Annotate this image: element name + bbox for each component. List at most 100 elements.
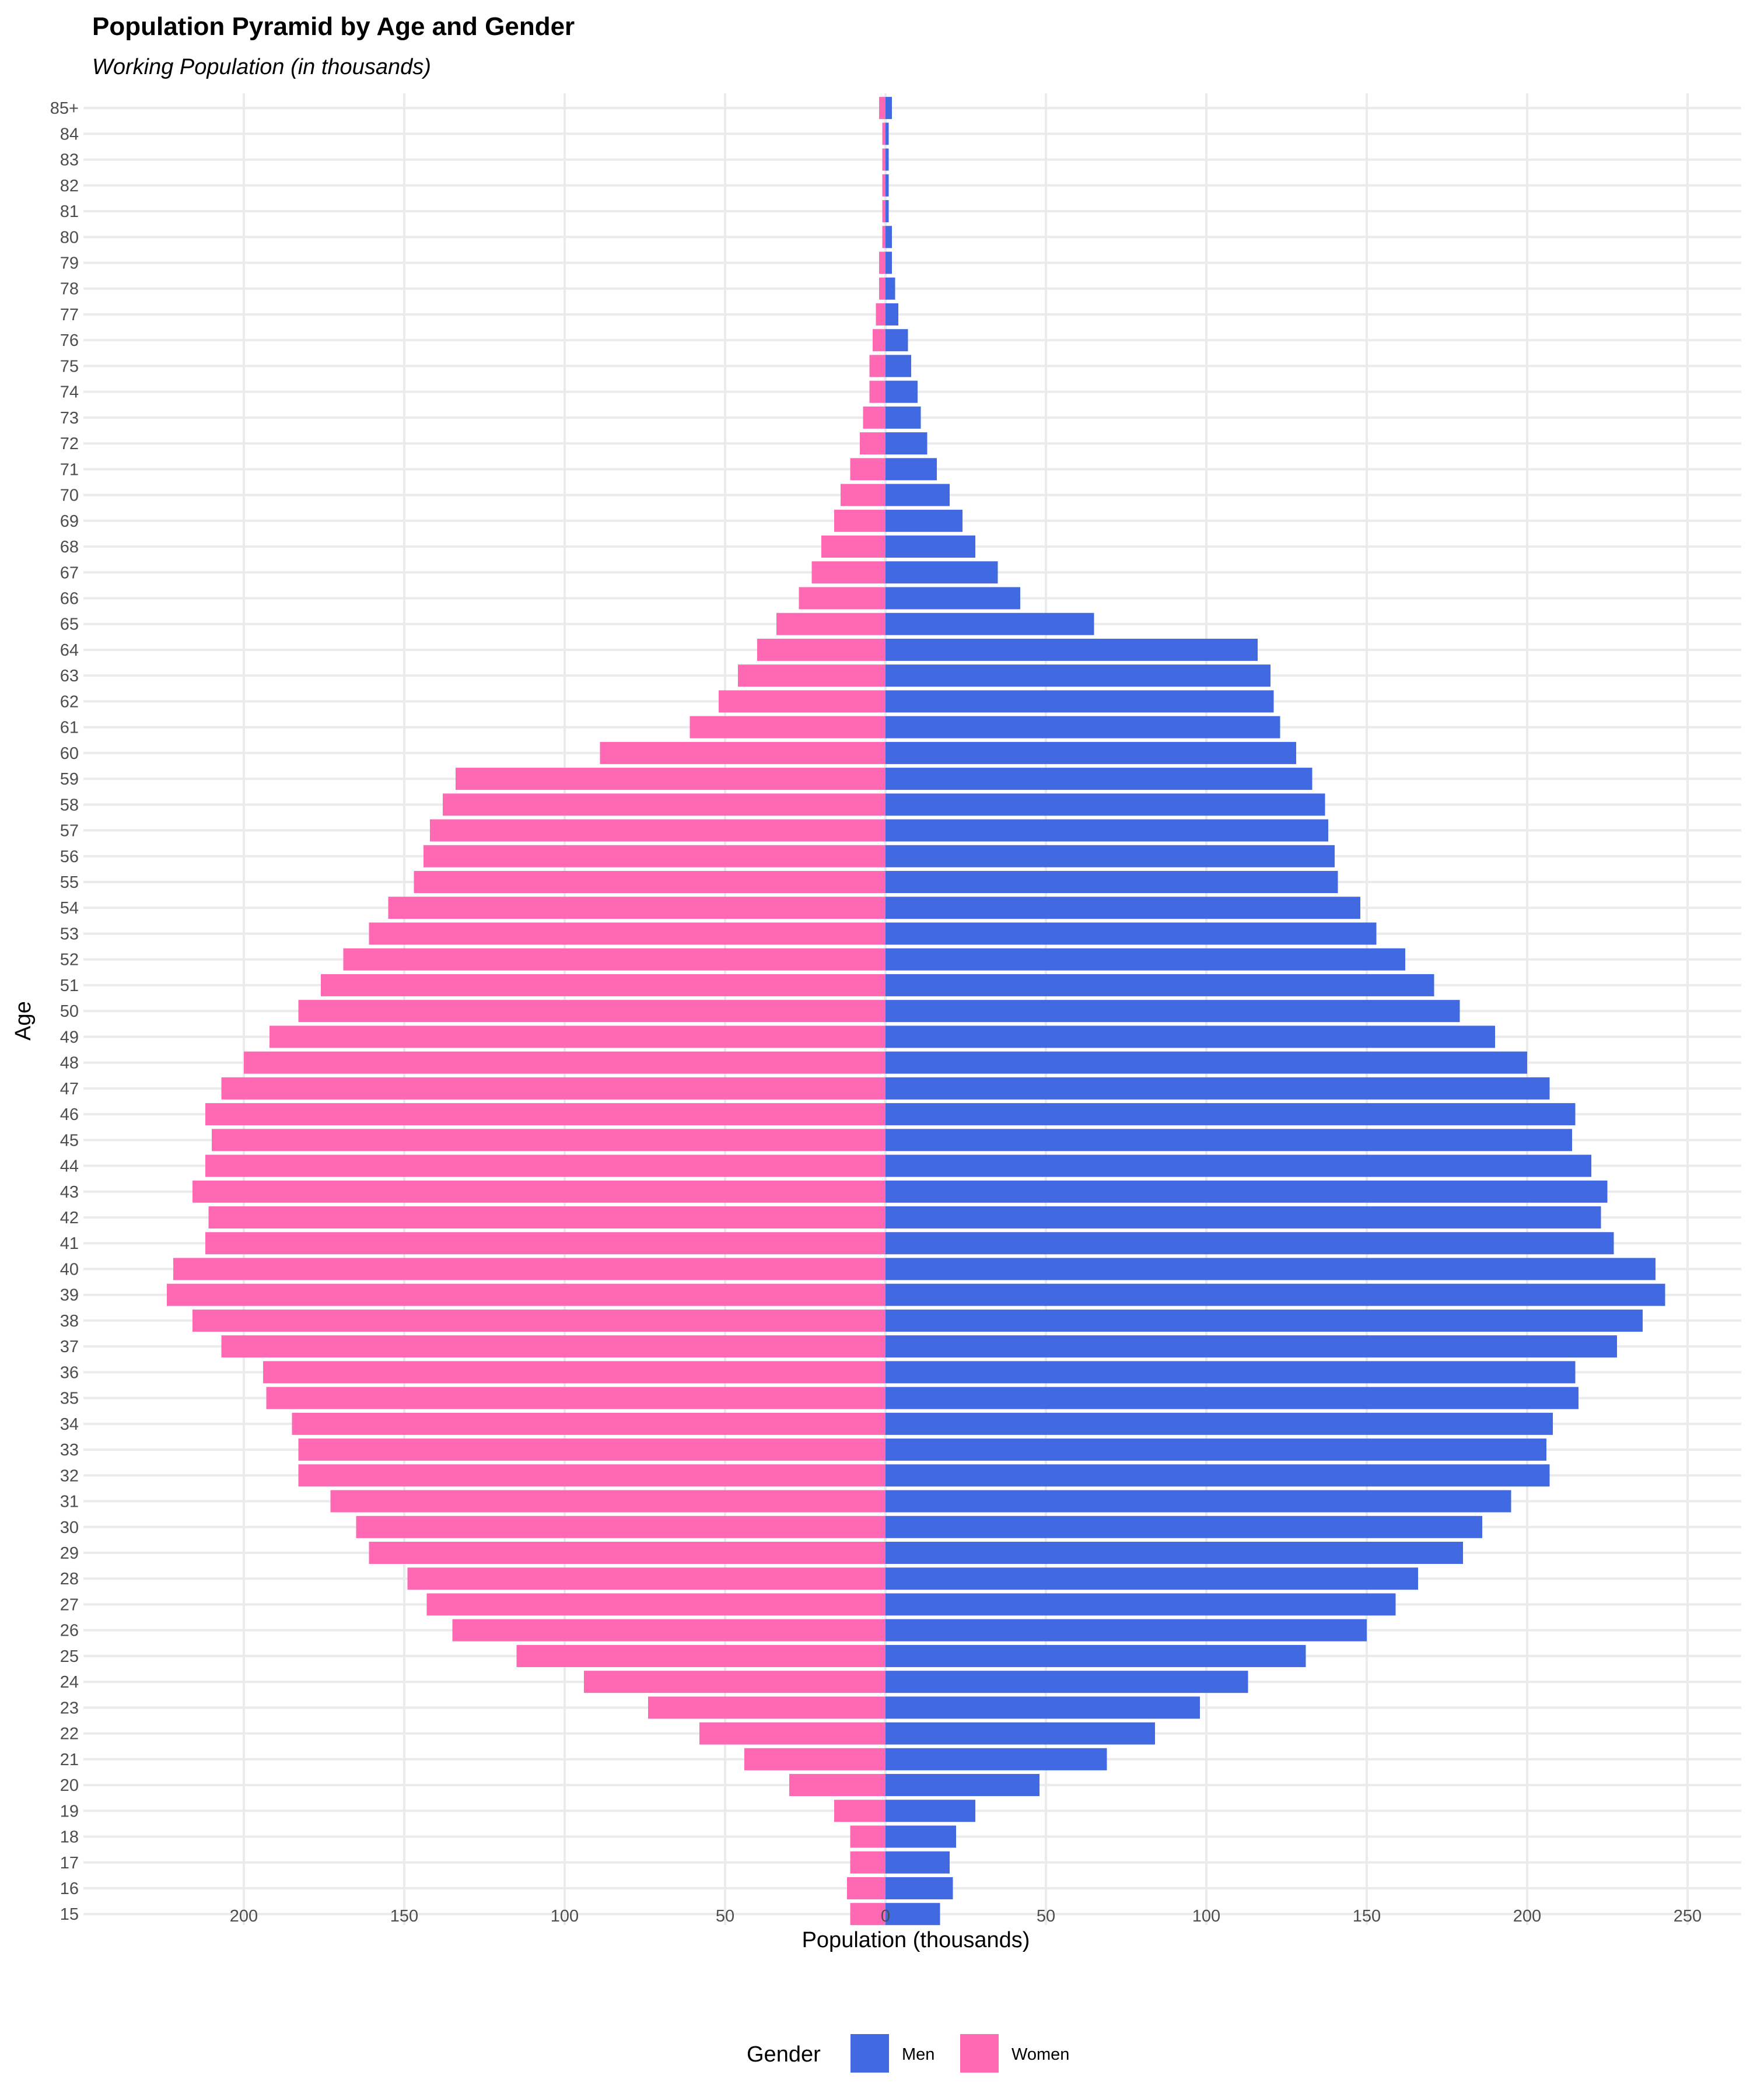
bars: [167, 97, 1665, 1926]
bar-men-age-63: [886, 664, 1270, 687]
y-tick-label: 62: [60, 692, 79, 711]
y-tick-label: 30: [60, 1518, 79, 1537]
x-tick-label: 100: [1192, 1907, 1220, 1926]
y-tick-label: 74: [60, 383, 79, 402]
bar-women-age-48: [244, 1051, 886, 1074]
bar-men-age-77: [886, 303, 898, 326]
y-tick-label: 23: [60, 1699, 79, 1717]
y-tick-label: 77: [60, 306, 79, 324]
x-tick-label: 250: [1674, 1907, 1702, 1926]
y-tick-label: 32: [60, 1466, 79, 1485]
bar-women-age-67: [811, 561, 886, 584]
x-tick-label: 50: [716, 1907, 734, 1926]
y-tick-label: 44: [60, 1157, 79, 1176]
bar-men-age-60: [886, 741, 1296, 764]
bar-women-age-82: [882, 174, 886, 197]
bar-men-age-38: [886, 1309, 1643, 1332]
bar-women-age-40: [173, 1258, 886, 1280]
bar-women-age-27: [426, 1593, 886, 1616]
y-tick-label: 67: [60, 564, 79, 582]
y-tick-label: 75: [60, 357, 79, 376]
bar-men-age-20: [886, 1774, 1040, 1797]
y-tick-label: 45: [60, 1131, 79, 1150]
bar-women-age-70: [841, 484, 886, 506]
y-tick-label: 58: [60, 796, 79, 814]
bar-women-age-22: [699, 1722, 886, 1745]
bar-men-age-46: [886, 1103, 1576, 1126]
x-tick-label: 50: [1037, 1907, 1055, 1926]
bar-women-age-83: [882, 148, 886, 171]
bar-women-age-28: [407, 1567, 886, 1590]
legend-title: Gender: [747, 2042, 821, 2067]
y-tick-label: 38: [60, 1312, 79, 1331]
y-tick-label: 52: [60, 951, 79, 970]
y-tick-label: 57: [60, 822, 79, 841]
bar-men-age-42: [886, 1206, 1601, 1229]
bar-men-age-61: [886, 716, 1280, 738]
y-tick-label: 36: [60, 1363, 79, 1382]
y-tick-label: 63: [60, 667, 79, 685]
bar-women-age-60: [600, 741, 886, 764]
bar-women-age-64: [757, 638, 886, 661]
bar-men-age-24: [886, 1671, 1248, 1693]
bar-men-age-25: [886, 1644, 1306, 1667]
y-tick-label: 79: [60, 254, 79, 272]
bar-men-age-70: [886, 484, 950, 506]
bar-women-age-73: [863, 406, 886, 429]
bar-men-age-33: [886, 1438, 1546, 1461]
y-tick-label: 16: [60, 1880, 79, 1898]
bar-women-age-55: [414, 871, 886, 894]
y-tick-label: 39: [60, 1286, 79, 1305]
bar-men-age-76: [886, 329, 908, 352]
y-tick-label: 76: [60, 331, 79, 350]
y-tick-label: 53: [60, 925, 79, 943]
y-tick-label: 33: [60, 1441, 79, 1460]
x-tick-label: 100: [551, 1907, 579, 1926]
bar-women-age-53: [369, 922, 886, 945]
y-tick-label: 70: [60, 487, 79, 505]
bar-men-age-49: [886, 1026, 1495, 1048]
x-tick-label: 150: [390, 1907, 418, 1926]
y-tick-label: 29: [60, 1544, 79, 1563]
y-axis-ticks: 15 16 17 18 19 20 21 22 23 24 25 26 27 28 29 30 31 32 33 34…: [50, 99, 79, 1924]
bar-women-age-38: [192, 1309, 886, 1332]
y-tick-label: 20: [60, 1776, 79, 1795]
bar-men-age-45: [886, 1129, 1572, 1152]
x-tick-label: 200: [230, 1907, 258, 1926]
bar-men-age-67: [886, 561, 998, 584]
bar-men-age-66: [886, 587, 1020, 610]
bar-women-age-31: [330, 1490, 886, 1513]
chart-subtitle: Working Population (in thousands): [92, 55, 431, 79]
legend: Gender Men Women: [747, 2034, 1069, 2073]
bar-women-age-44: [205, 1154, 886, 1177]
bar-women-age-74: [869, 380, 886, 403]
bar-men-age-56: [886, 845, 1335, 867]
y-tick-label: 19: [60, 1802, 79, 1821]
bar-men-age-32: [886, 1464, 1550, 1487]
bar-men-age-48: [886, 1051, 1527, 1074]
bar-men-age-85+: [886, 97, 892, 120]
bar-men-age-44: [886, 1154, 1591, 1177]
bar-women-age-85+: [879, 97, 886, 120]
bar-women-age-56: [424, 845, 886, 867]
y-tick-label: 68: [60, 538, 79, 556]
bar-women-age-75: [869, 355, 886, 377]
chart-title: Population Pyramid by Age and Gender: [92, 12, 575, 41]
y-tick-label: 49: [60, 1028, 79, 1046]
y-tick-label: 73: [60, 409, 79, 428]
bar-men-age-36: [886, 1361, 1576, 1384]
bar-men-age-84: [886, 123, 889, 145]
bar-women-age-35: [266, 1387, 886, 1409]
y-tick-label: 65: [60, 615, 79, 634]
bar-women-age-49: [270, 1026, 886, 1048]
bar-women-age-81: [882, 200, 886, 223]
bar-men-age-17: [886, 1851, 950, 1874]
y-tick-label: 64: [60, 641, 79, 660]
x-axis-label: Population (thousands): [802, 1928, 1030, 1952]
bar-women-age-84: [882, 123, 886, 145]
bar-men-age-62: [886, 690, 1274, 713]
legend-label-men: Men: [902, 2045, 935, 2064]
y-tick-label: 83: [60, 151, 79, 170]
bar-men-age-19: [886, 1800, 975, 1822]
